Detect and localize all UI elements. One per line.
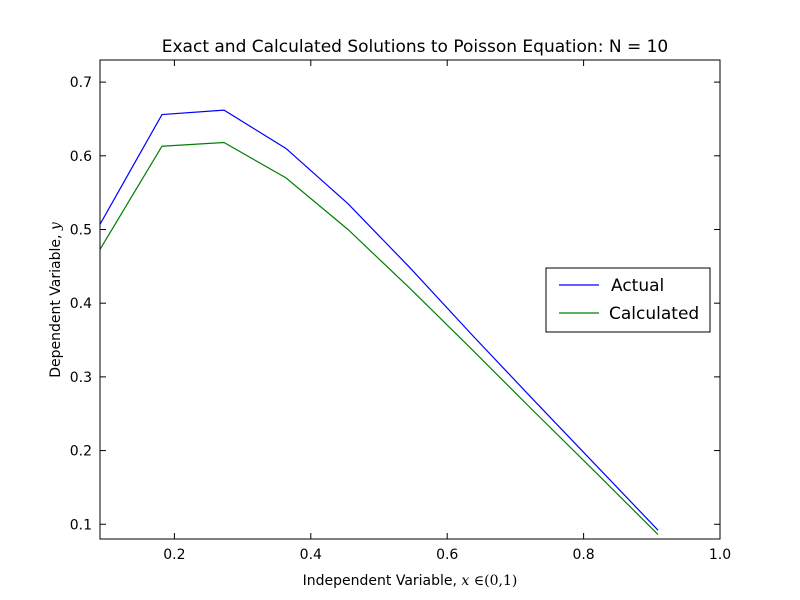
- series-lines: [100, 109, 659, 536]
- legend: Actual Calculated: [545, 267, 711, 333]
- legend-label-calculated: Calculated: [609, 304, 699, 324]
- x-axis-label-set: ∈(0,1): [469, 573, 517, 589]
- series-line-actual: [100, 109, 659, 531]
- axis-ticks: 0.2 0.4 0.6 0.8 1.0 0.1 0.2 0.3 0.4 0.5 0.6 0.7: [70, 60, 731, 563]
- x-axis-label-prefix: Independent Variable,: [303, 573, 462, 589]
- x-tick-label: 0.8: [572, 547, 594, 563]
- x-axis-label-var: x: [461, 573, 469, 589]
- plot-frame: [99, 59, 721, 540]
- x-tick-label: 0.2: [163, 547, 185, 563]
- y-axis-label-var: y: [48, 221, 64, 231]
- y-tick-label: 0.5: [70, 222, 92, 238]
- y-tick-label: 0.4: [70, 296, 92, 312]
- y-tick-label: 0.1: [70, 517, 92, 533]
- y-tick-label: 0.3: [70, 370, 92, 386]
- y-tick-label: 0.2: [70, 444, 92, 460]
- series-line-calculated: [100, 141, 659, 536]
- chart-title: Exact and Calculated Solutions to Poisso…: [162, 37, 668, 57]
- y-tick-label: 0.6: [70, 149, 92, 165]
- y-axis-label-prefix: Dependent Variable,: [48, 230, 64, 378]
- y-tick-label: 0.7: [70, 75, 92, 91]
- x-tick-label: 0.6: [436, 547, 458, 563]
- y-axis-label: Dependent Variable, y: [48, 221, 64, 378]
- legend-box: [545, 267, 711, 333]
- x-axis-label: Independent Variable, x ∈(0,1): [303, 573, 518, 589]
- x-tick-label: 0.4: [300, 547, 322, 563]
- x-tick-label: 1.0: [709, 547, 731, 563]
- legend-label-actual: Actual: [611, 276, 664, 296]
